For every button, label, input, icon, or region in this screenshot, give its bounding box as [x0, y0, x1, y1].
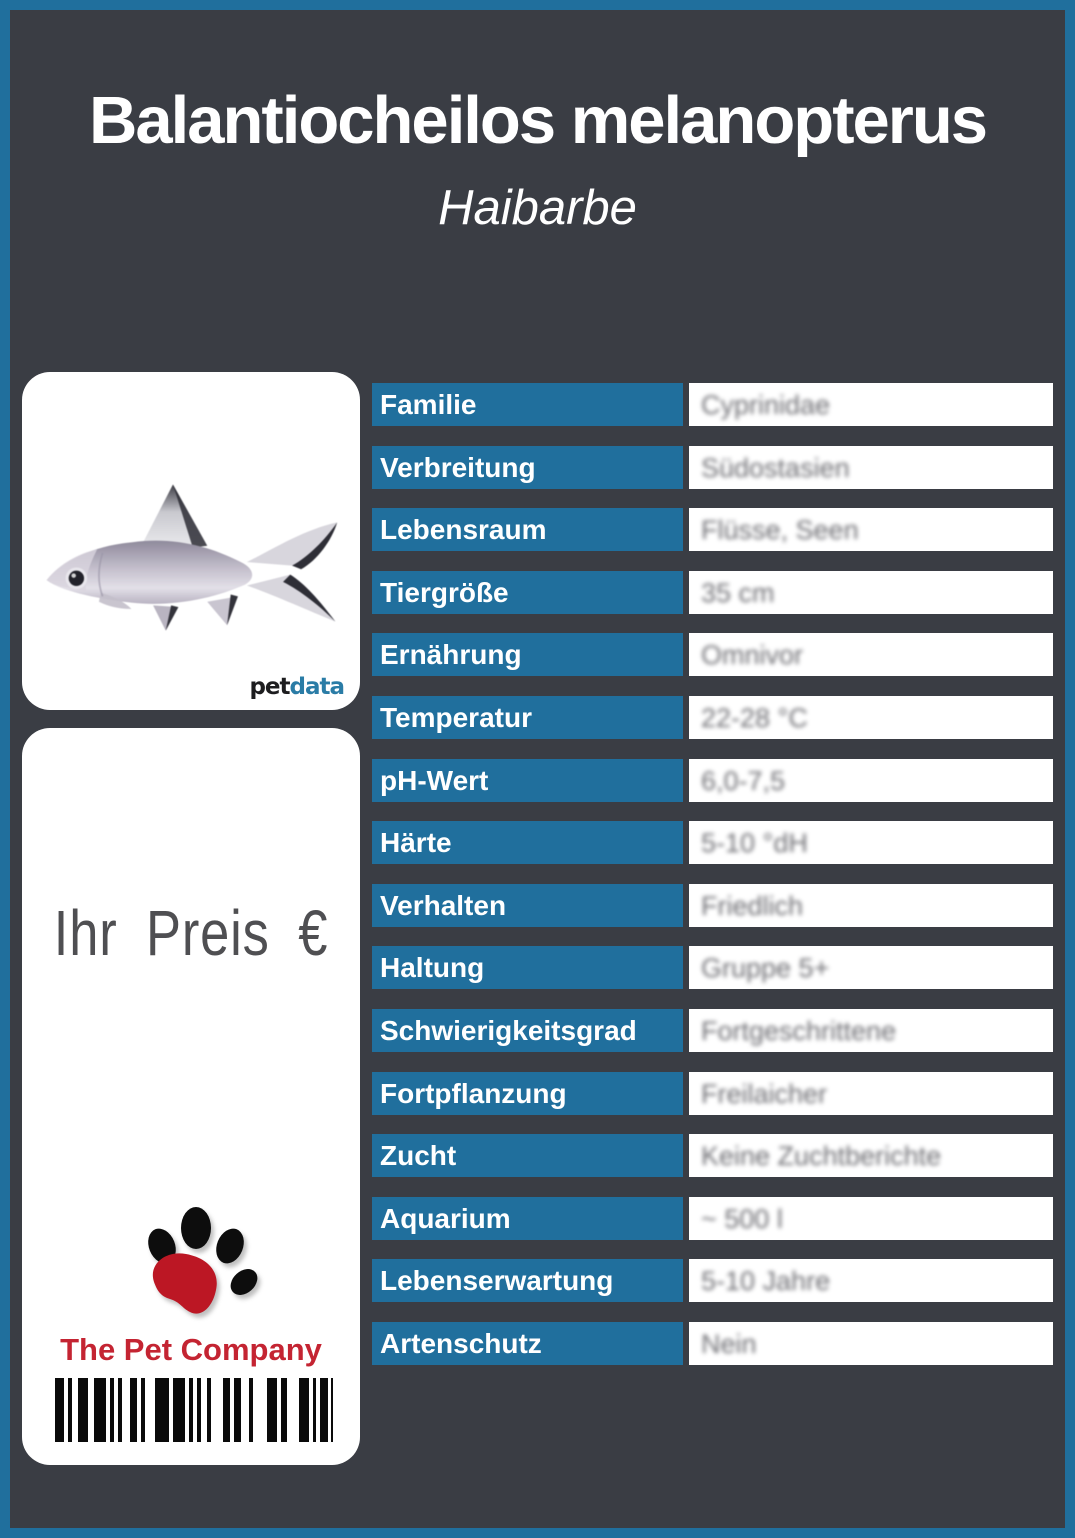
company-name: The Pet Company	[60, 1332, 322, 1367]
spec-label: Tiergröße	[372, 570, 683, 614]
fish-photo-card: petdata	[22, 372, 360, 710]
spec-row: Schwierigkeitsgrad Fortgeschrittene	[372, 1008, 1053, 1052]
spec-value: 5-10 °dH	[689, 821, 1053, 865]
spec-label: Härte	[372, 821, 683, 865]
paw-logo-icon	[148, 1207, 258, 1314]
spec-value: Südostasien	[689, 445, 1053, 489]
spec-value: Freilaicher	[689, 1071, 1053, 1115]
spec-value-cell: Flüsse, Seen	[689, 508, 1053, 552]
spec-value-cell: 22-28 °C	[689, 695, 1053, 739]
spec-value-cell: Nein	[689, 1321, 1053, 1365]
spec-row: Tiergröße 35 cm	[372, 570, 1053, 614]
spec-value-cell: Omnivor	[689, 633, 1053, 677]
spec-label: Temperatur	[372, 695, 683, 739]
petdata-logo: petdata	[249, 674, 345, 700]
spec-label: Verhalten	[372, 883, 683, 927]
spec-value-cell: Friedlich	[689, 883, 1053, 927]
spec-value-cell: Südostasien	[689, 445, 1053, 489]
spec-value: 35 cm	[689, 570, 1053, 614]
spec-value-cell: Gruppe 5+	[689, 946, 1053, 990]
spec-row: Härte 5-10 °dH	[372, 821, 1053, 865]
spec-row: Zucht Keine Zuchtberichte	[372, 1134, 1053, 1178]
spec-value-cell: ~ 500 l	[689, 1196, 1053, 1240]
spec-row: Ernährung Omnivor	[372, 633, 1053, 677]
spec-row: Lebensraum Flüsse, Seen	[372, 508, 1053, 552]
spec-row: Lebenserwartung 5-10 Jahre	[372, 1259, 1053, 1303]
spec-label: Zucht	[372, 1134, 683, 1178]
spec-row: Fortpflanzung Freilaicher	[372, 1071, 1053, 1115]
fish-image	[46, 484, 338, 631]
spec-value: Cyprinidae	[689, 383, 1053, 426]
spec-value: Flüsse, Seen	[689, 508, 1053, 552]
spec-row: Temperatur 22-28 °C	[372, 695, 1053, 739]
spec-label: Verbreitung	[372, 445, 683, 489]
spec-row: pH-Wert 6,0-7,5	[372, 758, 1053, 802]
spec-value: Nein	[689, 1321, 1053, 1365]
spec-value-cell: Keine Zuchtberichte	[689, 1134, 1053, 1178]
price-label: Ihr Preis €	[53, 897, 329, 969]
spec-label: Lebensraum	[372, 508, 683, 552]
spec-table: Familie Cyprinidae Verbreitung Südostasi…	[372, 383, 1053, 1365]
spec-label: pH-Wert	[372, 758, 683, 802]
spec-label: Artenschutz	[372, 1321, 683, 1365]
spec-value: Fortgeschrittene	[689, 1008, 1053, 1052]
spec-value: Gruppe 5+	[689, 946, 1053, 990]
barcode	[55, 1378, 333, 1442]
spec-value-cell: 5-10 Jahre	[689, 1259, 1053, 1303]
price-card: Ihr Preis € The Pet Company	[22, 728, 360, 1465]
spec-value: 22-28 °C	[689, 695, 1053, 739]
species-common-name: Haibarbe	[438, 181, 637, 235]
spec-row: Aquarium ~ 500 l	[372, 1196, 1053, 1240]
spec-value-cell: Fortgeschrittene	[689, 1008, 1053, 1052]
spec-value: 6,0-7,5	[689, 758, 1053, 802]
spec-row: Verhalten Friedlich	[372, 883, 1053, 927]
card-background: Balantiocheilos melanopterus Haibarbe	[10, 10, 1065, 1528]
spec-row: Familie Cyprinidae	[372, 383, 1053, 426]
spec-label: Haltung	[372, 946, 683, 990]
spec-value-cell: 6,0-7,5	[689, 758, 1053, 802]
spec-label: Lebenserwartung	[372, 1259, 683, 1303]
spec-label: Aquarium	[372, 1196, 683, 1240]
spec-value: 5-10 Jahre	[689, 1259, 1053, 1303]
spec-value: Friedlich	[689, 883, 1053, 927]
spec-label: Familie	[372, 383, 683, 426]
spec-value-cell: Freilaicher	[689, 1071, 1053, 1115]
spec-row: Haltung Gruppe 5+	[372, 946, 1053, 990]
spec-value-cell: Cyprinidae	[689, 383, 1053, 426]
spec-value: ~ 500 l	[689, 1196, 1053, 1240]
spec-row: Artenschutz Nein	[372, 1321, 1053, 1365]
spec-value: Keine Zuchtberichte	[689, 1134, 1053, 1178]
spec-label: Schwierigkeitsgrad	[372, 1008, 683, 1052]
petdata-logo-pet: pet	[249, 674, 290, 700]
spec-value-cell: 35 cm	[689, 570, 1053, 614]
species-title: Balantiocheilos melanopterus	[88, 83, 988, 158]
spec-label: Ernährung	[372, 633, 683, 677]
spec-label: Fortpflanzung	[372, 1071, 683, 1115]
spec-row: Verbreitung Südostasien	[372, 445, 1053, 489]
petdata-logo-data: data	[289, 674, 345, 700]
spec-value-cell: 5-10 °dH	[689, 821, 1053, 865]
spec-value: Omnivor	[689, 633, 1053, 677]
